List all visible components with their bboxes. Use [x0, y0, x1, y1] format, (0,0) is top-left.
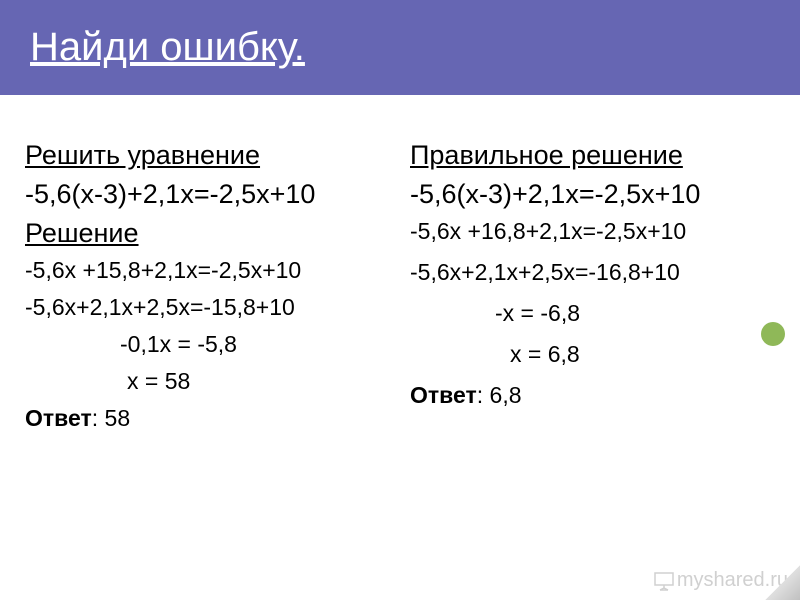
left-subtitle-1: Решить уравнение [25, 140, 395, 171]
left-step-1: -5,6x +15,8+2,1x=-2,5x+10 [25, 257, 395, 284]
accent-dot [761, 322, 785, 346]
right-step-4: x = 6,8 [410, 341, 780, 368]
presentation-icon [653, 571, 675, 591]
right-answer-label: Ответ [410, 382, 477, 408]
right-step-2: -5,6x+2,1x+2,5x=-16,8+10 [410, 259, 780, 286]
left-answer: Ответ: 58 [25, 405, 395, 432]
left-answer-label: Ответ [25, 405, 92, 431]
right-step-3: -x = -6,8 [410, 300, 780, 327]
left-column: Решить уравнение -5,6(x-3)+2,1x=-2,5x+10… [25, 140, 395, 432]
slide-title: Найди ошибку. [30, 25, 305, 70]
left-subtitle-2: Решение [25, 218, 395, 249]
left-equation: -5,6(x-3)+2,1x=-2,5x+10 [25, 179, 395, 210]
right-answer-value: : 6,8 [477, 382, 522, 408]
right-equation: -5,6(x-3)+2,1x=-2,5x+10 [410, 179, 780, 210]
left-step-3: -0,1x = -5,8 [25, 331, 395, 358]
right-column: Правильное решение -5,6(x-3)+2,1x=-2,5x+… [410, 140, 780, 432]
left-step-2: -5,6x+2,1x+2,5x=-15,8+10 [25, 294, 395, 321]
right-answer: Ответ: 6,8 [410, 382, 780, 409]
right-subtitle: Правильное решение [410, 140, 780, 171]
page-corner [765, 565, 800, 600]
slide-content: Решить уравнение -5,6(x-3)+2,1x=-2,5x+10… [0, 95, 800, 452]
right-step-1: -5,6x +16,8+2,1x=-2,5x+10 [410, 218, 780, 245]
left-step-4: x = 58 [25, 368, 395, 395]
slide-header: Найди ошибку. [0, 0, 800, 95]
left-answer-value: : 58 [92, 405, 130, 431]
